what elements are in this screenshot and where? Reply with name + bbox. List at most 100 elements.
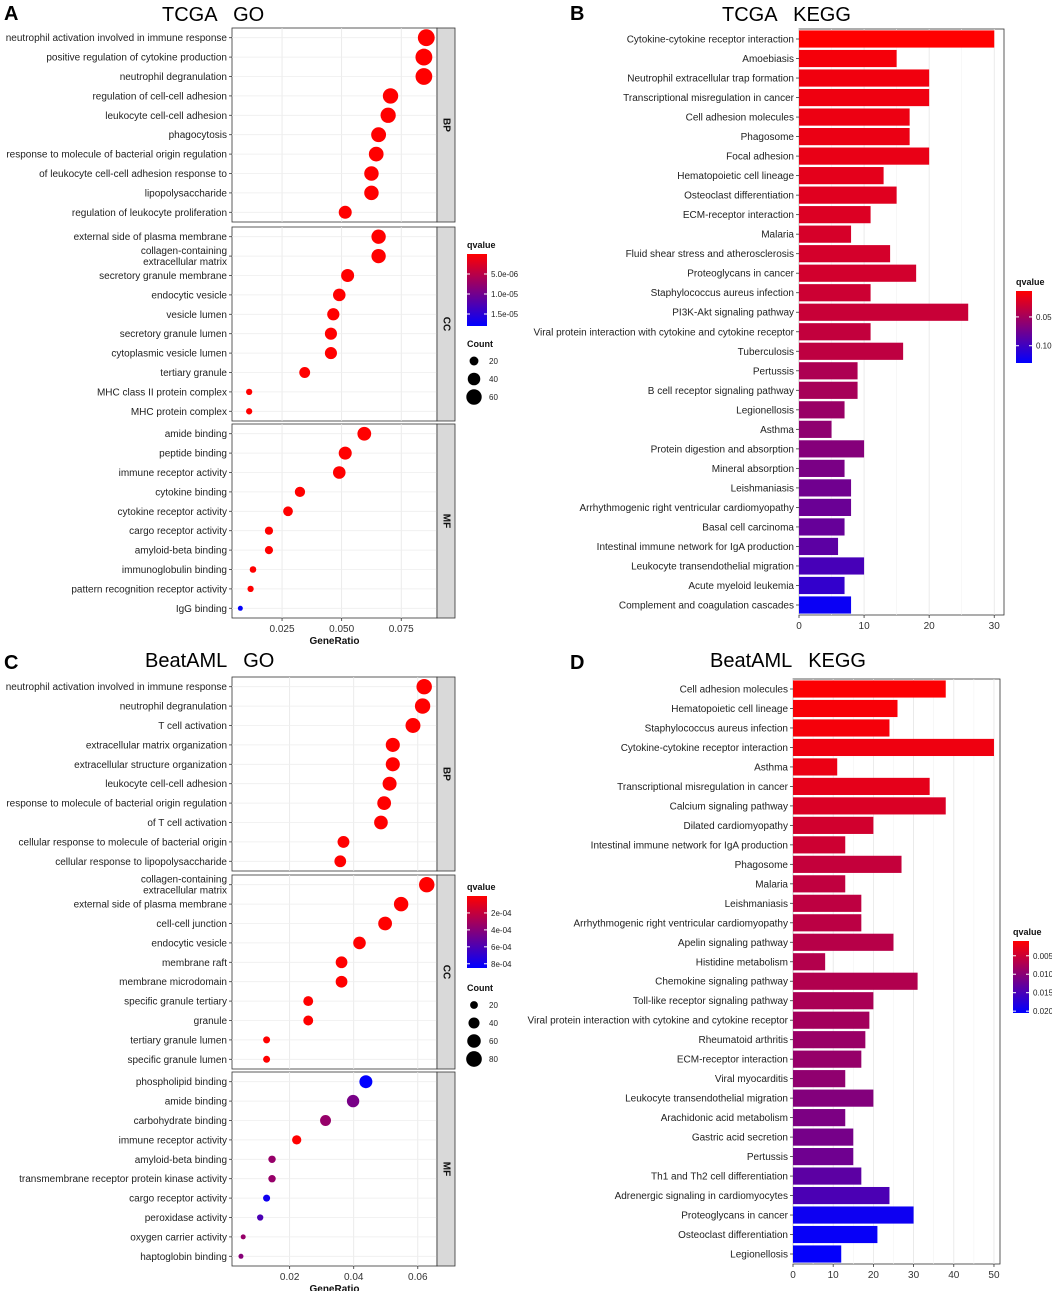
- data-point: [371, 229, 386, 244]
- term-label: membrane microdomain: [119, 977, 227, 988]
- bar: [799, 576, 845, 595]
- term-label: neutrophil degranulation: [120, 702, 227, 713]
- count-legend-dot: [466, 389, 482, 405]
- category-label: Amoebiasis: [742, 54, 794, 65]
- x-tick-label: 30: [989, 621, 1001, 632]
- category-label: Hematopoietic cell lineage: [671, 704, 788, 715]
- count-legend-dot: [469, 356, 479, 366]
- data-point: [237, 605, 243, 611]
- category-label: Asthma: [760, 425, 794, 436]
- bar: [793, 1167, 862, 1185]
- panel-d-header: D BeatAML KEGG: [570, 650, 866, 674]
- data-point: [249, 566, 257, 573]
- data-point: [364, 185, 379, 201]
- bar: [799, 245, 891, 263]
- term-label: endocytic vesicle: [151, 938, 227, 949]
- panel-c-title: BeatAML GO: [145, 650, 274, 672]
- panel-a-header: A TCGA GO: [4, 3, 264, 26]
- category-label: Legionellosis: [730, 1250, 788, 1261]
- category-label: Chemokine signaling pathway: [655, 977, 788, 988]
- bar: [793, 1186, 890, 1205]
- bar: [799, 127, 910, 146]
- panel-a-letter: A: [4, 3, 18, 25]
- facet-strip: [436, 1071, 456, 1267]
- category-label: Phagosome: [735, 860, 789, 871]
- term-label: secretory granule lumen: [120, 329, 227, 340]
- bar: [799, 323, 871, 341]
- term-label: membrane raft: [162, 958, 227, 969]
- term-label: MHC protein complex: [131, 407, 227, 418]
- facet-strip-label: MF: [440, 514, 451, 528]
- x-tick-label: 20: [868, 1270, 880, 1281]
- bar: [799, 303, 969, 321]
- colorbar-tick-label: 4e-04: [491, 926, 512, 935]
- term-label: neutrophil activation involved in immune…: [6, 682, 228, 693]
- data-point: [264, 526, 274, 535]
- category-label: Viral myocarditis: [715, 1074, 788, 1085]
- category-label: Transcriptional misregulation in cancer: [617, 782, 788, 793]
- count-legend-label: 40: [489, 1019, 498, 1028]
- x-tick-label: 0: [796, 621, 802, 632]
- x-tick-label: 10: [828, 1270, 840, 1281]
- data-point: [335, 956, 348, 969]
- data-point: [292, 1135, 302, 1145]
- facet-strip: [436, 423, 456, 619]
- qvalue-legend-title: qvalue: [467, 240, 496, 250]
- category-label: Leishmaniasis: [731, 483, 794, 494]
- data-point: [385, 757, 400, 772]
- count-legend-label: 80: [489, 1055, 498, 1064]
- colorbar-tick-label: 1.0e-05: [491, 290, 519, 299]
- bar: [793, 933, 894, 951]
- category-label: Toll-like receptor signaling pathway: [633, 996, 788, 1007]
- term-label: IgG binding: [176, 604, 227, 615]
- panel-b-title: TCGA KEGG: [722, 4, 851, 26]
- bar: [799, 167, 884, 185]
- term-label: external side of plasma membrane: [74, 900, 228, 911]
- bar: [799, 557, 865, 575]
- count-legend-title: Count: [467, 983, 493, 993]
- x-tick-label: 0.06: [408, 1272, 428, 1283]
- data-point: [263, 1194, 271, 1202]
- bar: [793, 1128, 854, 1146]
- category-label: Intestinal immune network for IgA produc…: [597, 542, 794, 553]
- facet-panel: [231, 423, 438, 619]
- bar: [793, 816, 874, 834]
- data-point: [238, 1253, 244, 1259]
- category-label: Basal cell carcinoma: [702, 522, 794, 533]
- data-point: [338, 205, 352, 219]
- data-point: [371, 248, 386, 264]
- category-label: Mineral absorption: [712, 464, 794, 475]
- bar: [799, 518, 845, 536]
- bar: [793, 1070, 846, 1088]
- x-tick-label: 10: [859, 621, 871, 632]
- category-label: Pertussis: [753, 366, 794, 377]
- category-label: Legionellosis: [736, 405, 794, 416]
- x-tick-label: 30: [908, 1270, 920, 1281]
- term-label: secretory granule membrane: [99, 271, 227, 282]
- term-label: tertiary granule: [160, 368, 227, 379]
- category-label: Hematopoietic cell lineage: [677, 171, 794, 182]
- term-label: of T cell activation: [147, 818, 227, 829]
- term-label: endocytic vesicle: [151, 290, 227, 301]
- term-label: cytokine receptor activity: [118, 507, 228, 518]
- term-label: MHC class II protein complex: [97, 387, 227, 398]
- x-tick-label: 0: [790, 1270, 796, 1281]
- category-label: Focal adhesion: [726, 152, 794, 163]
- term-label: immune receptor activity: [119, 1135, 227, 1146]
- category-label: Malaria: [755, 879, 788, 890]
- facet-strip-label: BP: [440, 118, 451, 132]
- term-label: cellular response to lipopolysaccharide: [55, 857, 227, 868]
- category-label: Cell adhesion molecules: [686, 113, 794, 124]
- data-point: [264, 546, 274, 555]
- facet-panel: [231, 27, 438, 223]
- data-point: [368, 146, 384, 162]
- data-point: [380, 107, 396, 123]
- category-label: Leukocyte transendothelial migration: [625, 1094, 788, 1105]
- category-label: Neutrophil extracellular trap formation: [627, 74, 794, 85]
- bar: [793, 1011, 870, 1029]
- data-point: [371, 127, 387, 143]
- panel-b-header: B TCGA KEGG: [570, 3, 851, 26]
- category-label: Staphylococcus aureus infection: [645, 723, 788, 734]
- data-point: [416, 678, 432, 695]
- colorbar-tick-label: 0.015: [1033, 989, 1052, 998]
